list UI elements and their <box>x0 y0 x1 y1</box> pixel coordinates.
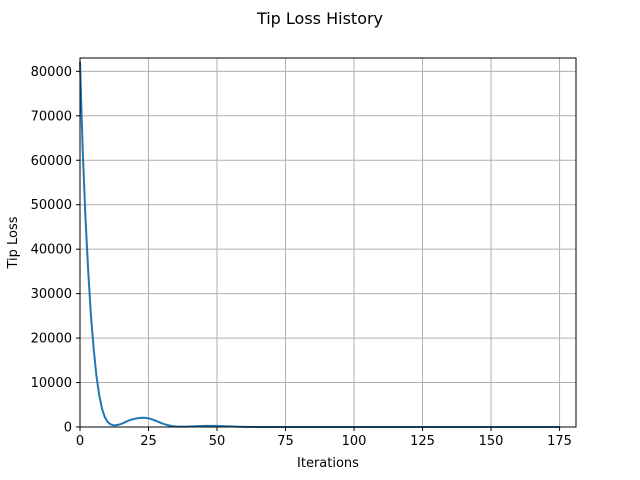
tip-loss-series-line <box>79 61 561 428</box>
x-tick-label: 75 <box>277 434 294 449</box>
grid-layer <box>79 58 576 428</box>
x-tick-label: 0 <box>76 434 84 449</box>
chart-title: Tip Loss History <box>256 9 383 28</box>
x-tick-label: 125 <box>410 434 435 449</box>
series-layer <box>79 61 561 428</box>
y-tick-label: 60000 <box>31 154 72 169</box>
x-tick-label: 25 <box>140 434 157 449</box>
x-tick-label: 50 <box>209 434 226 449</box>
y-tick-label: 80000 <box>31 65 72 80</box>
y-axis-label: Tip Loss <box>6 216 21 269</box>
y-tick-label: 20000 <box>31 332 72 347</box>
plot-area-frame <box>79 57 577 428</box>
y-tick-label: 0 <box>64 421 72 436</box>
y-tick-label: 10000 <box>31 376 72 391</box>
y-tick-label: 30000 <box>31 287 72 302</box>
x-tick-label: 175 <box>547 434 572 449</box>
y-tick-label: 50000 <box>31 198 72 213</box>
y-tick-label: 40000 <box>31 243 72 258</box>
y-tick-label: 70000 <box>31 109 72 124</box>
x-tick-label: 150 <box>479 434 504 449</box>
x-axis-label: Iterations <box>297 456 359 471</box>
x-tick-label: 100 <box>342 434 367 449</box>
tick-layer: 0 25 50 75 100 125 150 175 0 10000 20000 30000 40000… <box>31 65 572 449</box>
